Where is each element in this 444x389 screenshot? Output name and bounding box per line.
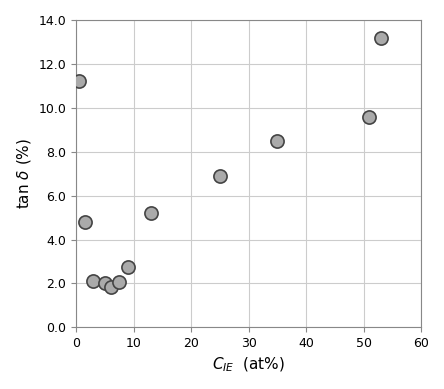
Point — [90, 278, 97, 284]
Point — [216, 173, 223, 179]
Point — [116, 279, 123, 286]
Point — [274, 138, 281, 144]
X-axis label: $C_{IE}$  (at%): $C_{IE}$ (at%) — [212, 356, 285, 374]
Point — [75, 78, 83, 84]
Point — [101, 280, 108, 287]
Point — [366, 114, 373, 120]
Point — [147, 210, 155, 216]
Point — [107, 284, 114, 290]
Point — [81, 219, 88, 225]
Point — [377, 35, 385, 41]
Y-axis label: tan $\delta$ (%): tan $\delta$ (%) — [15, 138, 33, 209]
Point — [124, 264, 131, 270]
